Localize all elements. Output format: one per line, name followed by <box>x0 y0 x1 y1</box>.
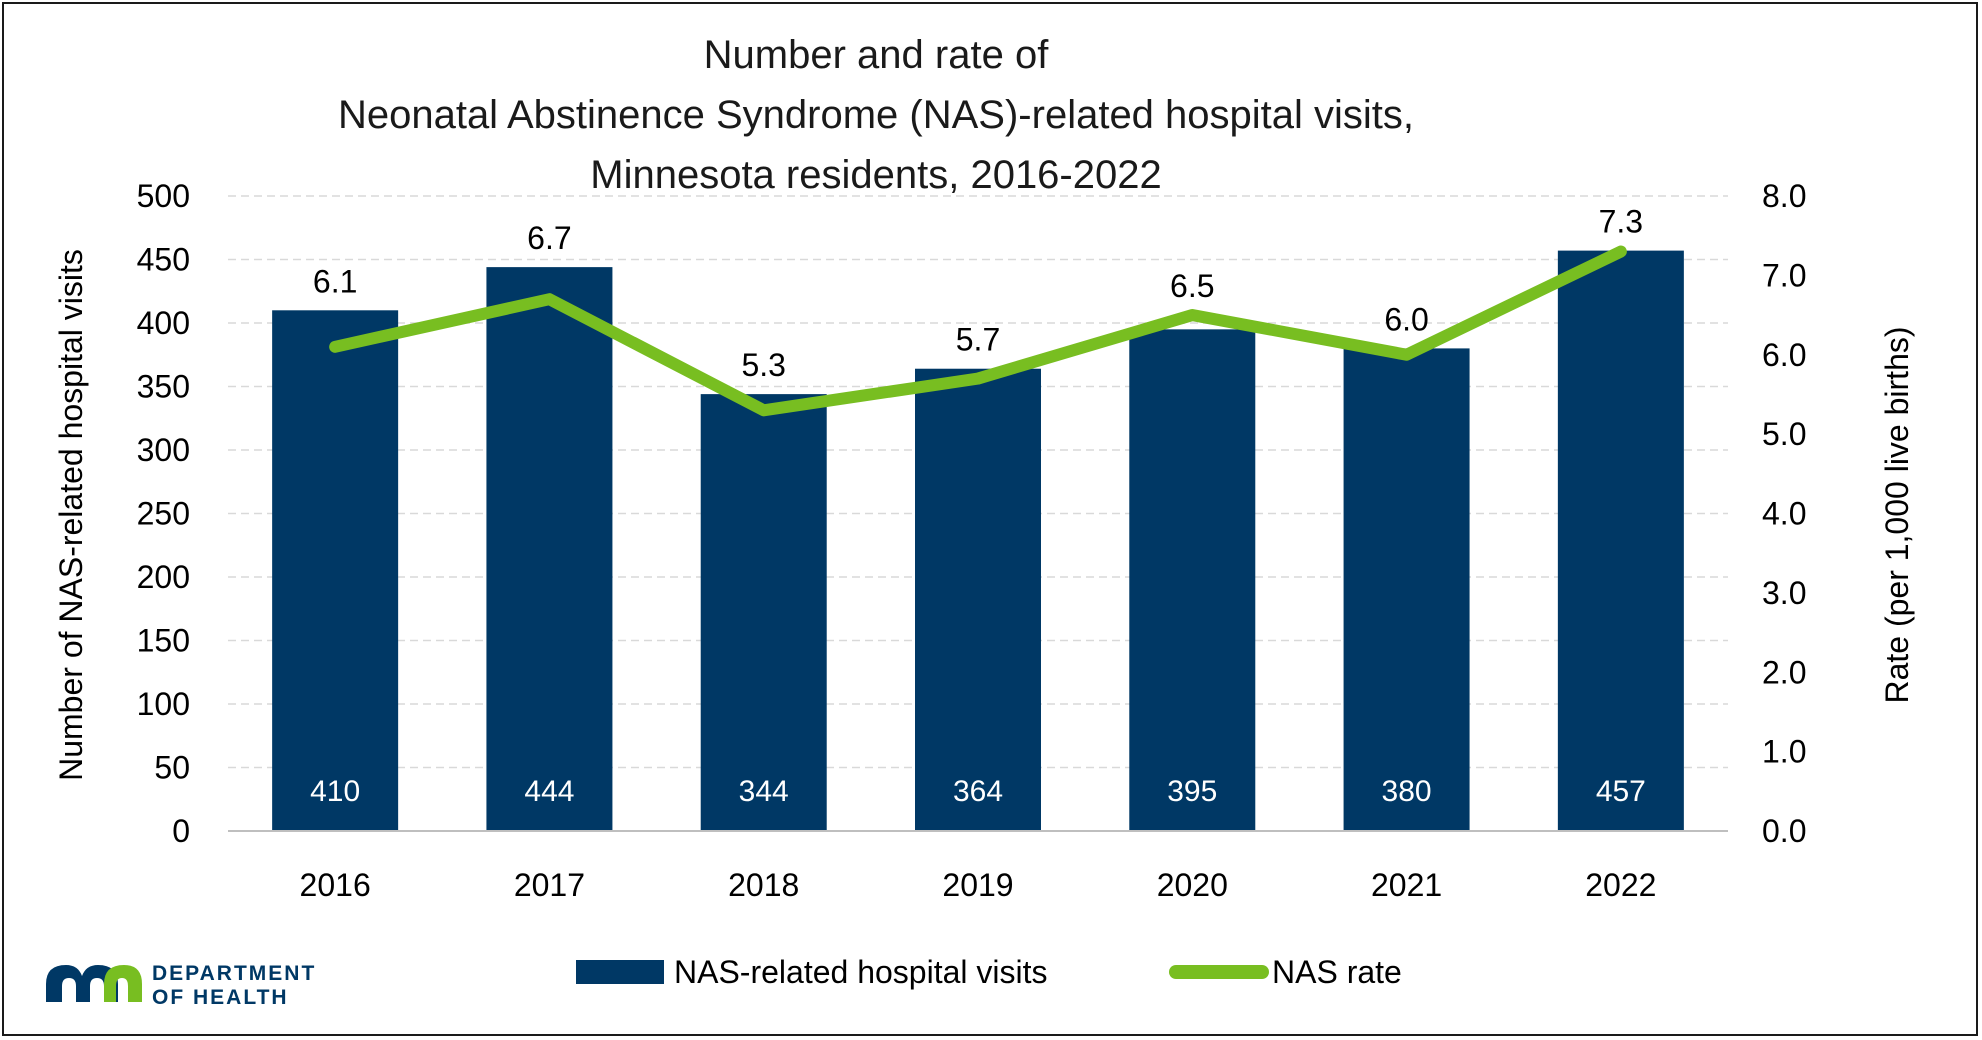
bar-2020 <box>1129 329 1256 831</box>
chart-title: Number and rate of Neonatal Abstinence S… <box>338 33 1414 197</box>
y-left-tick-label: 150 <box>137 623 190 659</box>
y-axis-right-ticks: 0.0 1.0 2.0 3.0 4.0 5.0 6.0 7.0 8.0 <box>1762 178 1806 849</box>
x-tick-label: 2021 <box>1371 867 1442 903</box>
y-axis-left-ticks: 0 50 100 150 200 250 300 350 400 450 500 <box>137 178 190 849</box>
chart-title-line-3: Minnesota residents, 2016-2022 <box>590 153 1161 197</box>
y-right-tick-label: 6.0 <box>1762 337 1806 373</box>
x-tick-label: 2016 <box>300 867 371 903</box>
x-tick-label: 2017 <box>514 867 585 903</box>
rate-point-2018 <box>762 409 765 412</box>
x-axis-ticks: 2016 2017 2018 2019 2020 2021 2022 <box>300 867 1657 903</box>
chart-title-line-1: Number and rate of <box>704 33 1050 77</box>
y-left-tick-label: 400 <box>137 305 190 341</box>
legend-swatch-bars <box>576 960 664 984</box>
x-tick-label: 2020 <box>1157 867 1228 903</box>
y-left-tick-label: 50 <box>154 750 190 786</box>
bar-2021 <box>1343 348 1470 831</box>
rate-point-2016 <box>334 345 337 348</box>
y-right-tick-label: 4.0 <box>1762 496 1806 532</box>
mn-department-of-health-logo: DEPARTMENT OF HEALTH <box>46 962 316 1009</box>
line-series <box>329 245 1627 417</box>
rate-point-2019 <box>977 377 979 380</box>
y-left-tick-label: 300 <box>137 432 190 468</box>
bar-value-label: 410 <box>310 775 360 808</box>
legend-label-bars: NAS-related hospital visits <box>674 954 1047 990</box>
x-tick-label: 2022 <box>1585 867 1656 903</box>
chart-title-line-2: Neonatal Abstinence Syndrome (NAS)-relat… <box>338 93 1414 137</box>
rate-value-label: 7.3 <box>1599 204 1643 240</box>
bar-2017 <box>486 267 613 831</box>
bar-2019 <box>915 368 1041 831</box>
y-right-tick-label: 2.0 <box>1762 654 1806 690</box>
y-axis-left-title: Number of NAS-related hospital visits <box>53 249 89 781</box>
gridlines <box>228 195 1728 769</box>
mn-logo-mark-icon <box>46 965 142 1002</box>
x-tick-label: 2018 <box>728 867 799 903</box>
bar-2016 <box>272 310 399 831</box>
rate-point-2017 <box>548 298 551 301</box>
bar-2022 <box>1557 250 1684 832</box>
y-left-tick-label: 450 <box>137 242 190 278</box>
y-right-tick-label: 1.0 <box>1762 734 1806 770</box>
y-left-tick-label: 250 <box>137 496 190 532</box>
bar-value-label: 364 <box>953 775 1003 808</box>
rate-value-label: 6.0 <box>1384 301 1428 337</box>
legend-label-line: NAS rate <box>1272 954 1402 990</box>
rate-point-2022 <box>1619 250 1622 253</box>
legend: NAS-related hospital visits NAS rate <box>576 954 1402 990</box>
logo-text-line-1: DEPARTMENT <box>152 962 316 985</box>
rate-point-2021 <box>1405 353 1408 356</box>
y-left-tick-label: 200 <box>137 559 190 595</box>
rate-value-label: 5.7 <box>956 322 1000 358</box>
bar-value-label: 344 <box>739 775 789 808</box>
rate-value-label: 6.5 <box>1170 268 1214 304</box>
y-left-tick-label: 0 <box>172 813 190 849</box>
y-right-tick-label: 8.0 <box>1762 178 1806 214</box>
logo-text-line-2: OF HEALTH <box>152 986 289 1009</box>
bar-value-label: 457 <box>1596 775 1646 808</box>
bar-value-label: 395 <box>1167 775 1217 808</box>
bar-value-label: 380 <box>1382 775 1432 808</box>
y-left-tick-label: 350 <box>137 369 190 405</box>
y-axis-right-title: Rate (per 1,000 live births) <box>1879 326 1915 703</box>
y-right-tick-label: 0.0 <box>1762 813 1806 849</box>
bar-value-label: 444 <box>524 775 574 808</box>
bar-data-labels: 410 444 344 364 395 380 457 <box>310 775 1646 808</box>
bar-series <box>272 250 1684 832</box>
line-data-labels: 6.1 6.7 5.3 5.7 6.5 6.0 7.3 <box>313 204 1643 384</box>
rate-value-label: 6.1 <box>313 263 357 299</box>
bar-2018 <box>700 394 827 831</box>
y-left-tick-label: 500 <box>137 178 190 214</box>
rate-value-label: 5.3 <box>741 347 785 383</box>
rate-point-2020 <box>1191 314 1194 317</box>
y-left-tick-label: 100 <box>137 686 190 722</box>
y-right-tick-label: 5.0 <box>1762 416 1806 452</box>
rate-value-label: 6.7 <box>527 220 571 256</box>
x-tick-label: 2019 <box>942 867 1013 903</box>
y-right-tick-label: 3.0 <box>1762 575 1806 611</box>
y-right-tick-label: 7.0 <box>1762 257 1806 293</box>
